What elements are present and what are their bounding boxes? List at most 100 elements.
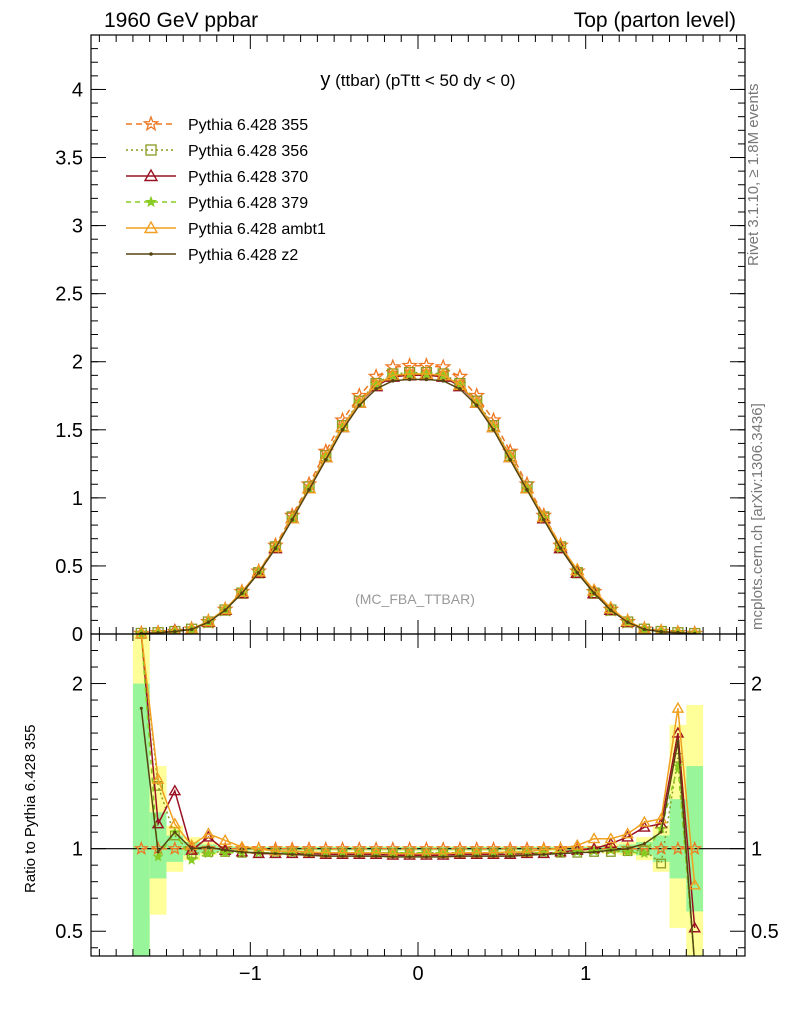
tick-label: 0.5: [751, 921, 779, 943]
title-rest: (ttbar) (pTtt < 50 dy < 0): [330, 71, 515, 90]
data-point: [152, 851, 164, 862]
data-point: [340, 427, 345, 432]
data-point: [690, 960, 699, 969]
data-point: [167, 840, 183, 856]
data-point: [251, 563, 266, 577]
band-green: [669, 799, 687, 879]
data-point: [656, 858, 667, 869]
ratio-uncertainty-bands: [132, 634, 704, 956]
data-point: [621, 830, 634, 842]
legend-label: Pythia 6.428 370: [188, 169, 308, 186]
data-point: [336, 847, 349, 859]
series-pythia-6-428-z2: [139, 377, 697, 634]
data-point: [542, 852, 546, 856]
data-point: [609, 608, 613, 612]
data-point: [202, 847, 214, 859]
data-point: [642, 627, 647, 632]
data-point: [391, 855, 395, 859]
data-point: [659, 830, 663, 834]
data-point: [407, 377, 412, 382]
data-point: [559, 852, 563, 856]
data-point: [189, 627, 194, 632]
series-line: [141, 373, 695, 634]
data-point: [218, 833, 232, 845]
data-point: [587, 832, 601, 844]
data-point: [190, 847, 194, 851]
data-point: [173, 830, 177, 834]
legend-label: Pythia 6.428 379: [188, 195, 308, 212]
data-point: [144, 195, 158, 208]
data-point: [592, 850, 596, 854]
data-point: [173, 629, 177, 634]
title-main: y: [320, 69, 330, 91]
data-point: [642, 842, 646, 846]
data-point: [142, 115, 160, 132]
legend-label: Pythia 6.428 356: [188, 143, 308, 160]
data-point: [621, 827, 634, 839]
axes-layer: 0 0.5 1 1.5 2 2.5 3 3.5 4 −1 0 1 0.5 0.5 1 1 2 2: [55, 34, 779, 985]
tick-label: 1.5: [55, 420, 83, 442]
data-point: [592, 591, 596, 595]
series-line: [140, 634, 695, 956]
band-green: [132, 683, 150, 956]
data-point: [541, 517, 546, 522]
data-point: [257, 851, 261, 855]
main-chart-title: y (ttbar) (pTtt < 50 dy < 0): [320, 69, 515, 91]
data-point: [285, 510, 300, 524]
data-point: [525, 853, 529, 857]
data-point: [307, 487, 311, 492]
data-point: [491, 854, 495, 858]
data-point: [143, 168, 159, 182]
mcplots-label: mcplots.cern.ch [arXiv:1306.3436]: [749, 403, 766, 630]
data-point: [437, 847, 449, 858]
data-point: [458, 387, 462, 391]
tick-label: 0: [412, 963, 423, 985]
data-point: [369, 847, 383, 859]
data-point: [474, 403, 479, 408]
data-point: [135, 634, 148, 639]
legend-entry: Pythia 6.428 379: [126, 195, 308, 212]
data-point: [319, 847, 333, 859]
data-point: [145, 144, 157, 156]
data-point: [168, 817, 182, 829]
data-point: [672, 760, 684, 771]
header-right-label: Top (parton level): [573, 9, 736, 32]
data-point: [324, 854, 328, 858]
data-point: [441, 378, 445, 383]
tick-label: 2: [72, 674, 83, 696]
data-point: [240, 850, 244, 854]
data-point: [136, 626, 146, 634]
data-point: [453, 847, 467, 859]
watermark-label: (MC_FBA_TTBAR): [355, 591, 475, 607]
data-point: [653, 840, 669, 856]
series-pythia-6-428-370: [135, 634, 701, 933]
data-point: [441, 855, 445, 859]
tick-label: 4: [72, 79, 83, 101]
data-point: [404, 847, 416, 858]
data-point: [133, 840, 149, 855]
data-point: [374, 387, 378, 391]
data-point: [693, 963, 696, 966]
data-point: [186, 854, 198, 865]
data-point: [143, 220, 159, 234]
header-left-label: 1960 GeV ppbar: [104, 9, 259, 32]
series-line: [140, 708, 695, 956]
data-point: [307, 853, 311, 857]
data-point: [525, 487, 529, 492]
main-series-layer: [132, 356, 704, 634]
ratio-series-layer: [133, 634, 703, 969]
tick-label: 3: [72, 216, 83, 238]
series-line: [141, 378, 695, 634]
data-point: [625, 620, 630, 624]
legend-entry: Pythia 6.428 370: [126, 168, 308, 186]
data-point: [470, 847, 483, 859]
data-point: [487, 847, 500, 859]
data-point: [676, 630, 680, 634]
data-point: [202, 827, 215, 839]
data-point: [290, 852, 294, 856]
legend-entry: Pythia 6.428 356: [126, 143, 308, 160]
data-point: [323, 457, 328, 462]
data-point: [217, 601, 233, 615]
series-line: [140, 634, 696, 928]
